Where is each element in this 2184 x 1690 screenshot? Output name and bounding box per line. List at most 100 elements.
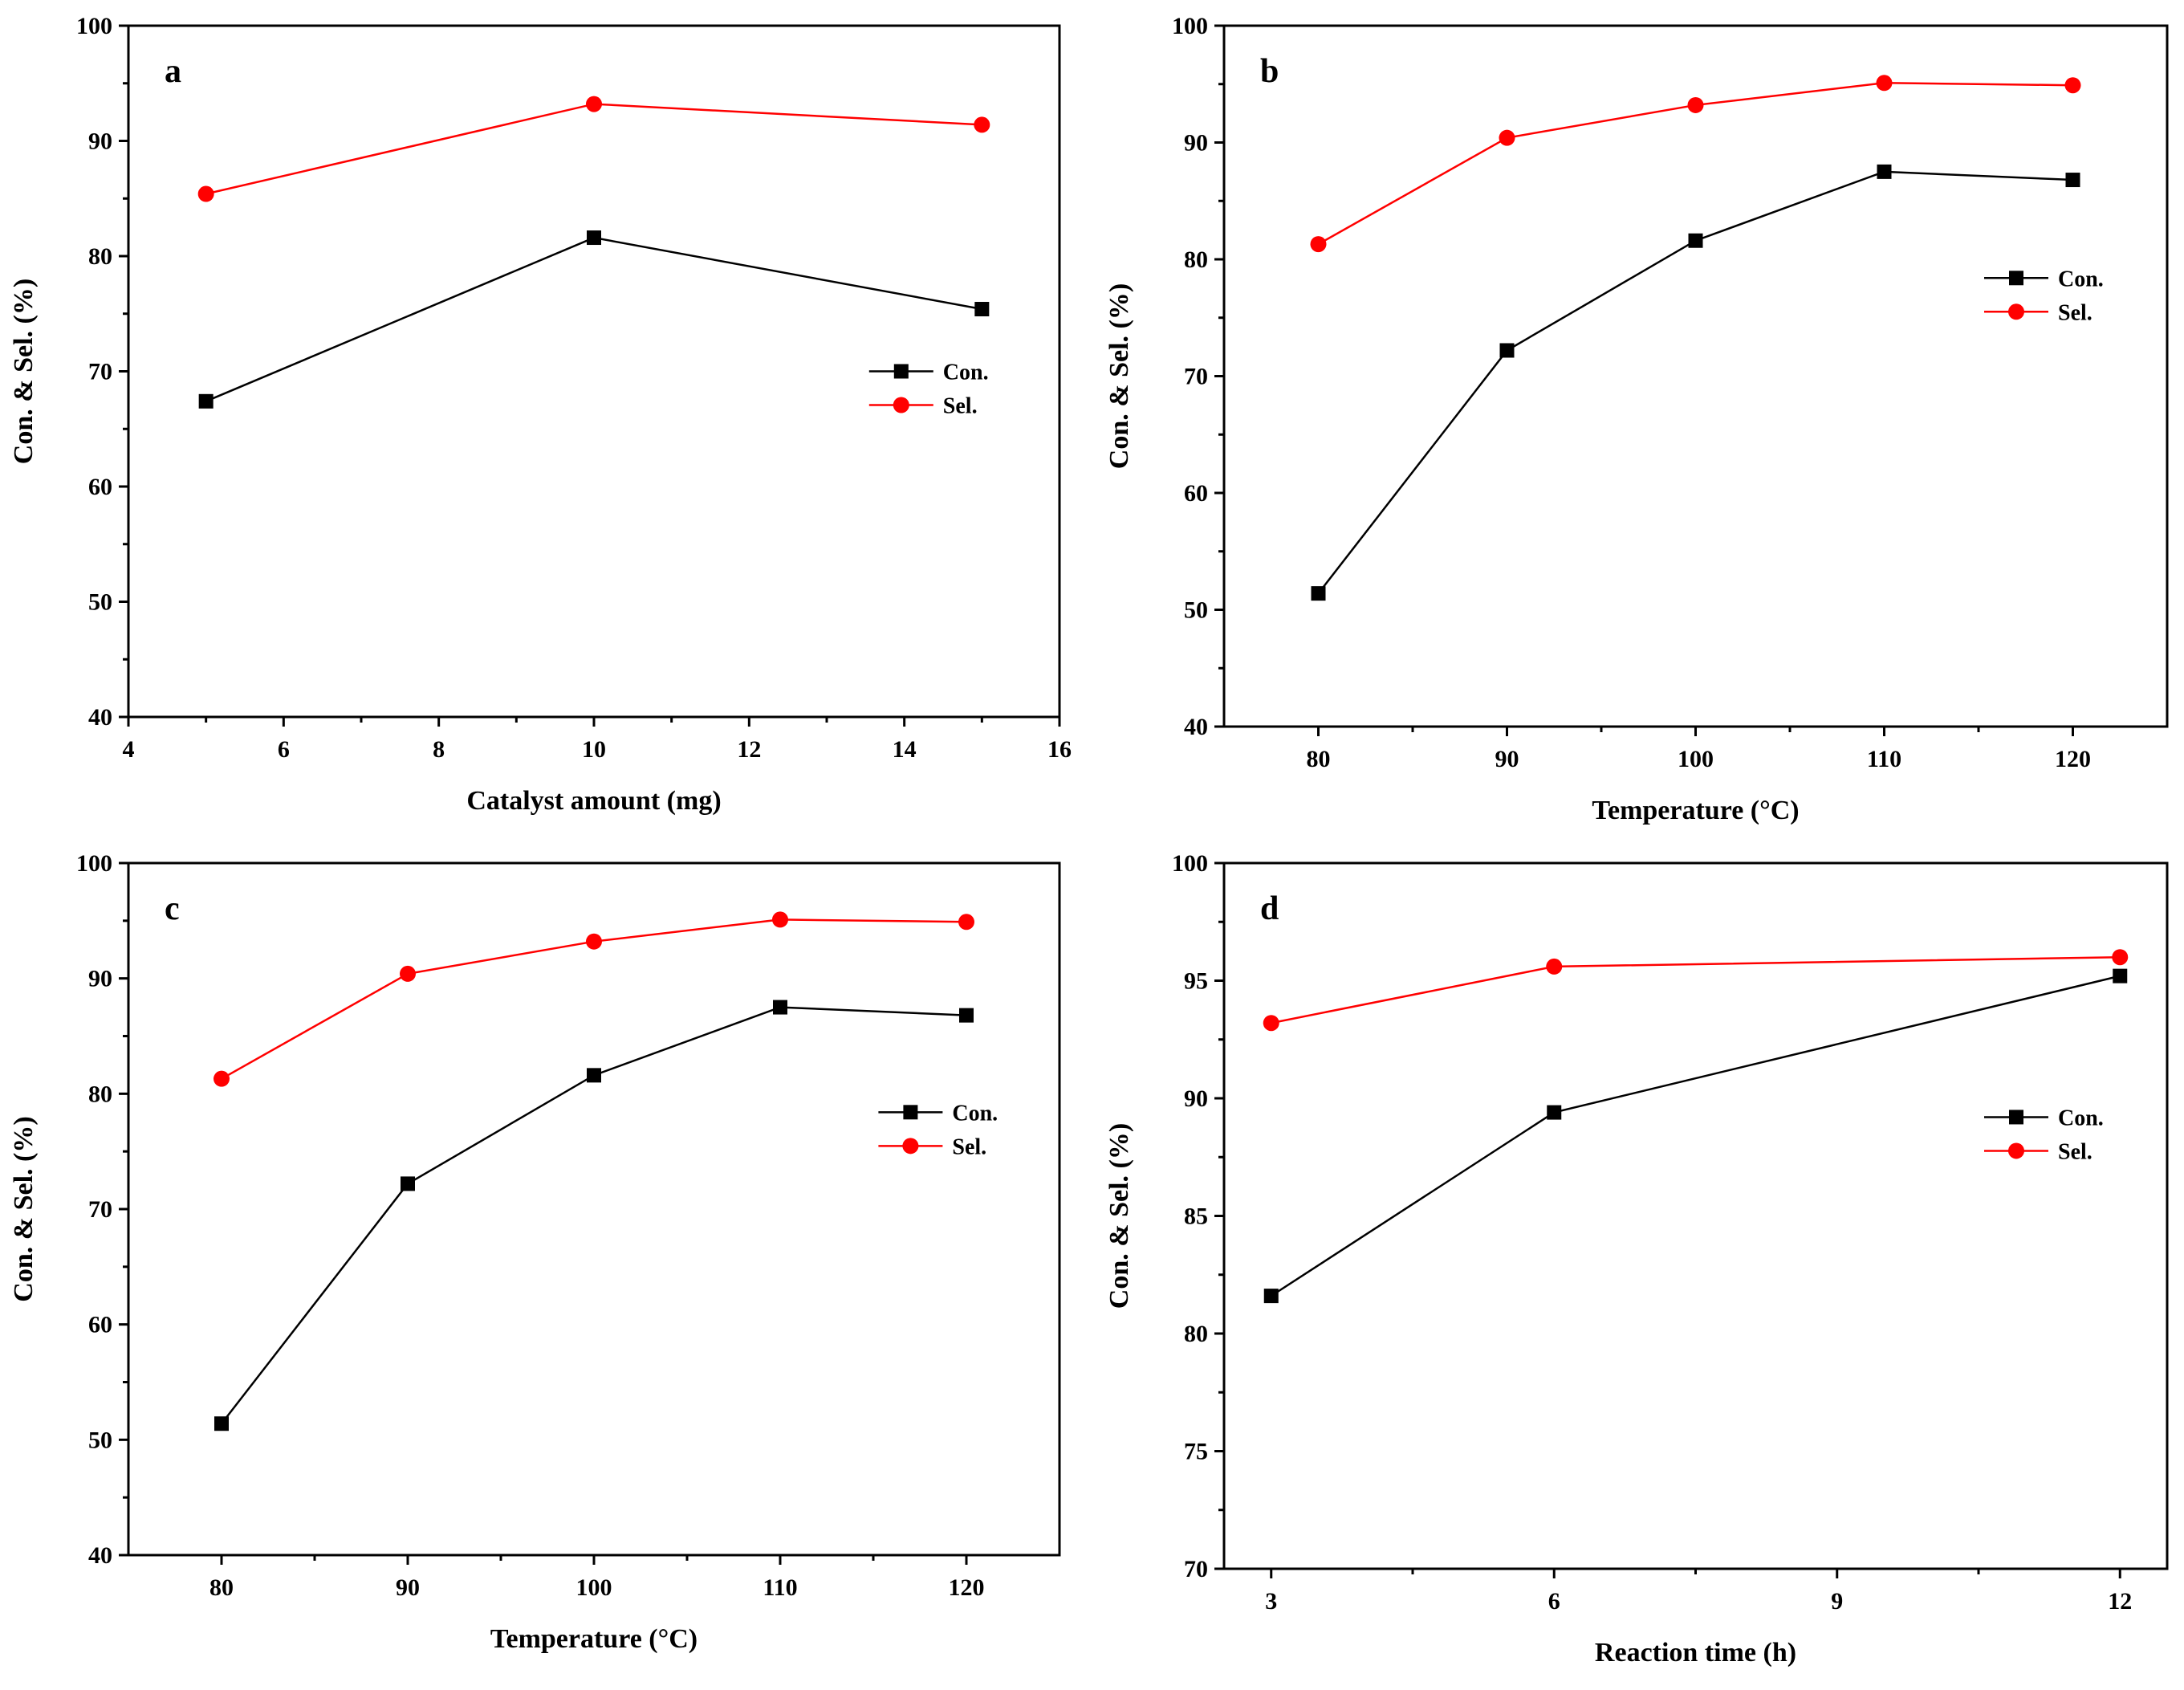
- legend-marker-circle: [902, 1138, 919, 1154]
- data-point-circle: [974, 116, 990, 133]
- y-tick-label: 70: [88, 1196, 112, 1223]
- plot-frame: [1222, 24, 2169, 728]
- y-axis-title: Con. & Sel. (%): [1104, 1123, 1134, 1309]
- y-tick-label: 100: [1172, 850, 1208, 877]
- x-tick-label: 10: [582, 736, 606, 763]
- y-axis-title: Con. & Sel. (%): [9, 1116, 39, 1301]
- legend-marker-circle: [2008, 1142, 2024, 1159]
- y-tick-label: 50: [88, 1427, 112, 1453]
- x-tick-label: 6: [1548, 1588, 1560, 1615]
- y-tick-label: 40: [88, 704, 112, 731]
- panel-c: 40 50 60 70 80 90 100 80 90 100 110 120 Temperature …: [9, 850, 1061, 1654]
- y-tick-label: 80: [1184, 1321, 1208, 1347]
- y-tick-label: 70: [1184, 364, 1208, 390]
- x-tick-label: 12: [2108, 1588, 2132, 1615]
- y-tick-label: 100: [76, 13, 112, 39]
- data-point-square: [1499, 343, 1515, 358]
- legend: Con. Sel.: [1984, 267, 2104, 325]
- legend-marker-square: [903, 1105, 918, 1120]
- data-point-square: [1688, 233, 1703, 248]
- legend-marker-square: [2009, 1110, 2023, 1125]
- series-line: [205, 236, 982, 402]
- data-point-circle: [1546, 958, 1563, 975]
- data-point-square: [2065, 173, 2080, 188]
- legend: Con. Sel.: [1984, 1106, 2104, 1164]
- panel-b: 40 50 60 70 80 90 100 80 90 100 110 120 Temperature …: [1104, 13, 2169, 825]
- data-point-circle: [1687, 96, 1704, 113]
- x-tick-label: 4: [123, 736, 135, 763]
- legend-label: Sel.: [2058, 300, 2092, 325]
- legend: Con. Sel.: [878, 1101, 998, 1159]
- y-tick-label: 60: [1184, 480, 1208, 507]
- data-point-circle: [586, 96, 602, 112]
- y-tick-label: 90: [88, 128, 112, 155]
- y-tick-label: 85: [1184, 1203, 1208, 1230]
- y-tick-label: 90: [1184, 1085, 1208, 1112]
- legend-marker-circle: [2008, 303, 2024, 320]
- y-tick-label: 40: [88, 1542, 112, 1569]
- data-point-circle: [1876, 75, 1893, 92]
- x-tick-label: 100: [1678, 746, 1714, 772]
- x-tick-label: 14: [893, 736, 917, 763]
- x-tick-label: 8: [433, 736, 445, 763]
- x-tick-label: 90: [396, 1574, 420, 1601]
- series-sel: [214, 911, 974, 1087]
- series-con: [1311, 164, 2080, 601]
- y-tick-label: 70: [88, 359, 112, 385]
- series-con: [1263, 968, 2128, 1304]
- panel-a: 40 50 60 70 80 90 100 4 6 8 10 12 14 16 Catalyst amoun…: [9, 13, 1072, 816]
- legend-label: Con.: [2058, 267, 2104, 291]
- x-tick-label: 9: [1831, 1588, 1843, 1615]
- x-tick-label: 80: [1307, 746, 1331, 772]
- panel-label: b: [1260, 53, 1279, 90]
- series-line: [205, 103, 982, 195]
- legend-marker-circle: [893, 397, 909, 413]
- x-axis-title: Temperature (°C): [1592, 796, 1799, 825]
- data-point-circle: [958, 914, 974, 931]
- data-point-square: [2113, 968, 2128, 983]
- data-point-circle: [214, 1070, 230, 1087]
- y-tick-label: 80: [88, 243, 112, 270]
- legend-label: Sel.: [943, 394, 978, 419]
- series-con: [214, 1000, 974, 1431]
- series-line: [1271, 955, 2121, 1024]
- x-axis-title: Reaction time (h): [1595, 1638, 1796, 1668]
- y-tick-label: 100: [1172, 13, 1208, 39]
- data-point-square: [587, 230, 601, 246]
- legend-marker-square: [893, 364, 909, 379]
- x-tick-label: 90: [1495, 746, 1519, 772]
- x-tick-label: 3: [1265, 1588, 1277, 1615]
- panel-label: c: [165, 890, 180, 927]
- y-tick-label: 80: [88, 1081, 112, 1107]
- data-point-square: [959, 1008, 974, 1023]
- y-tick-label: 50: [1184, 597, 1208, 624]
- y-tick-label: 50: [88, 589, 112, 616]
- y-tick-label: 95: [1184, 968, 1208, 995]
- data-point-square: [587, 1068, 601, 1083]
- x-tick-label: 12: [737, 736, 761, 763]
- legend-label: Con.: [952, 1101, 998, 1126]
- x-tick-label: 110: [1867, 746, 1901, 772]
- legend-label: Con.: [2058, 1106, 2104, 1130]
- legend-label: Sel.: [952, 1134, 986, 1159]
- data-point-circle: [1499, 129, 1515, 146]
- y-tick-label: 40: [1184, 714, 1208, 740]
- data-point-circle: [2112, 949, 2129, 966]
- series-sel: [1263, 949, 2129, 1032]
- x-tick-label: 16: [1047, 736, 1072, 763]
- data-point-square: [214, 1416, 229, 1431]
- data-point-square: [401, 1176, 415, 1191]
- data-point-circle: [1263, 1015, 1279, 1032]
- y-tick-label: 90: [1184, 130, 1208, 157]
- legend-label: Sel.: [2058, 1139, 2092, 1164]
- data-point-square: [1263, 1289, 1279, 1304]
- y-tick-label: 90: [88, 966, 112, 992]
- series-line: [1271, 975, 2121, 1297]
- x-axis-title: Temperature (°C): [490, 1624, 697, 1654]
- data-point-square: [773, 1000, 787, 1015]
- x-tick-label: 120: [2055, 746, 2091, 772]
- y-tick-label: 100: [76, 850, 112, 877]
- x-tick-label: 100: [576, 1574, 612, 1601]
- data-point-circle: [400, 965, 416, 982]
